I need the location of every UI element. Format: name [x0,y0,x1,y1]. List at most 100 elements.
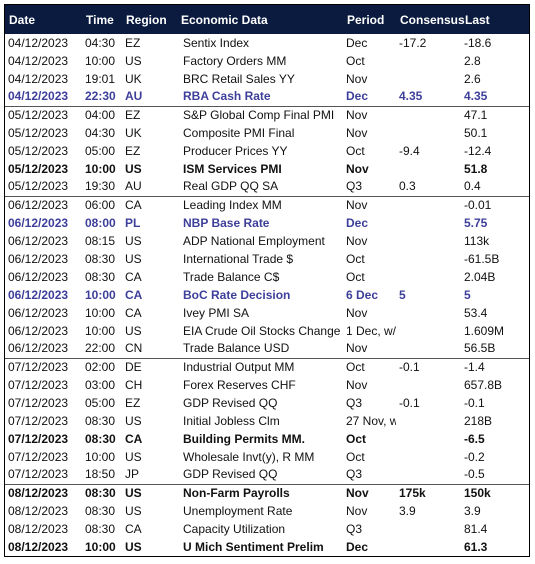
cell-region: PL [125,215,141,230]
column-header-economic-data: Economic Data [181,12,268,27]
cell-region: CN [125,341,143,356]
cell-consensus [396,430,461,448]
cell-region: UK [125,71,142,86]
cell-consensus: 175k [396,483,461,502]
cell-time: 06:00 [82,195,122,214]
cell-period: Nov [343,105,396,124]
cell-region: US [125,539,142,554]
table-row: 07/12/2023 03:00 CH Forex Reserves CHF Nov 65… [5,376,529,394]
table-row: 06/12/2023 08:15 US ADP National Employment… [5,232,529,250]
column-header-region: Region [126,12,167,27]
cell-economic-data: Leading Index MM [177,195,343,214]
cell-last: 61.3 [464,539,488,554]
cell-economic-data: Building Permits MM. [183,431,306,446]
cell-consensus: -0.1 [399,395,420,410]
cell-last: 51.8 [464,161,488,176]
cell-last: 5.75 [464,215,488,230]
cell-date: 07/12/2023 [8,377,69,392]
cell-last: -61.5B [464,251,500,266]
cell-date: 08/12/2023 [8,503,69,518]
cell-consensus [396,52,461,70]
cell-region: US [125,323,142,338]
cell-time: 10:00 [85,287,116,302]
cell-last: 113k [464,233,490,248]
table-row: 06/12/2023 10:00 CA Ivey PMI SA Nov 53.4 [5,304,529,322]
cell-economic-data: Trade Balance C$ [183,269,280,284]
cell-last: 218B [464,413,493,428]
table-row: 04/12/2023 19:01 UK BRC Retail Sales YY Nov 2… [5,70,529,88]
cell-last: 5 [464,287,471,302]
cell-date: 06/12/2023 [8,323,69,338]
cell-region: US [125,449,142,464]
cell-last: 4.35 [464,89,488,104]
table-row: 05/12/2023 19:30 AU Real GDP QQ SA Q3 0.3 0.4 [5,178,529,196]
cell-last: 56.5B [464,341,496,356]
cell-region: EZ [125,395,141,410]
cell-economic-data: EIA Crude Oil Stocks Change [183,323,341,338]
cell-last: 1.609M [464,323,505,338]
cell-last: -0.2 [464,449,485,464]
cell-consensus: 5 [399,287,406,302]
cell-date: 06/12/2023 [8,269,69,284]
table-header-row: Date Time Region Economic Data Period Co… [5,5,529,34]
cell-time: 10:00 [85,53,116,68]
cell-time: 04:00 [82,105,122,124]
table-row: 06/12/2023 06:00 CA Leading Index MM Nov -0.0… [5,195,529,214]
cell-time: 08:30 [85,251,116,266]
cell-economic-data: NBP Base Rate [183,215,270,230]
economic-calendar-table: Date Time Region Economic Data Period Co… [5,5,529,556]
cell-last: -0.5 [464,467,485,482]
table-row: 04/12/2023 22:30 AU RBA Cash Rate Dec 4.35 4.3… [5,88,529,106]
cell-date: 06/12/2023 [8,341,69,356]
cell-period: Q3 [346,467,363,482]
cell-economic-data: Industrial Output MM [177,357,343,376]
cell-period: Oct [346,53,365,68]
cell-period: Nov [343,483,396,502]
cell-period: Dec [346,215,369,230]
cell-last: 2.6 [464,71,481,86]
cell-last: 81.4 [464,521,488,536]
cell-last: -6.5 [464,431,485,446]
cell-consensus [396,195,461,214]
cell-economic-data: ADP National Employment [183,233,325,248]
table-row: 06/12/2023 08:30 CA Trade Balance C$ Oct 2.04… [5,268,529,286]
cell-economic-data: Initial Jobless Clm [183,413,280,428]
cell-time: 04:30 [85,125,116,140]
cell-period: Dec [346,89,369,104]
cell-date: 06/12/2023 [5,195,82,214]
cell-economic-data: GDP Revised QQ [183,395,278,410]
cell-consensus [396,340,461,358]
column-header-last: Last [465,12,490,27]
table-row: 04/12/2023 04:30 EZ Sentix Index Dec -17.2 -18… [5,34,529,52]
cell-last: 0.4 [464,179,481,194]
cell-time: 08:30 [85,503,116,518]
table-row: 07/12/2023 10:00 US Wholesale Invt(y), R MM… [5,448,529,466]
cell-region: CH [125,377,143,392]
cell-date: 08/12/2023 [8,521,69,536]
table-row: 05/12/2023 05:00 EZ Producer Prices YY Oct -9… [5,142,529,160]
cell-consensus: -17.2 [399,35,427,50]
cell-last: 47.1 [461,105,529,124]
economic-calendar: Date Time Region Economic Data Period Co… [4,4,530,557]
table-row: 04/12/2023 10:00 US Factory Orders MM Oct 2.8 [5,52,529,70]
cell-consensus: -9.4 [399,143,420,158]
cell-date: 05/12/2023 [5,105,82,124]
cell-time: 04:30 [85,35,116,50]
table-row: 08/12/2023 08:30 CA Capacity Utilization Q3 8… [5,520,529,538]
table-row: 05/12/2023 04:00 EZ S&P Global Comp Final P… [5,105,529,124]
cell-region: US [125,53,142,68]
cell-period: Oct [346,269,365,284]
cell-last: -0.1 [464,395,485,410]
cell-economic-data: Wholesale Invt(y), R MM [183,449,315,464]
cell-date: 07/12/2023 [8,467,69,482]
table-row: 06/12/2023 10:00 CA BoC Rate Decision 6 Dec 5… [5,286,529,304]
cell-period: Dec [346,35,368,50]
cell-region: CA [122,195,177,214]
cell-period: Nov [346,503,368,518]
cell-time: 10:00 [85,161,116,176]
cell-date: 07/12/2023 [8,431,69,446]
cell-last: 3.9 [464,503,481,518]
cell-date: 07/12/2023 [8,395,69,410]
cell-period: Oct [346,449,365,464]
cell-economic-data: BoC Rate Decision [183,287,291,302]
